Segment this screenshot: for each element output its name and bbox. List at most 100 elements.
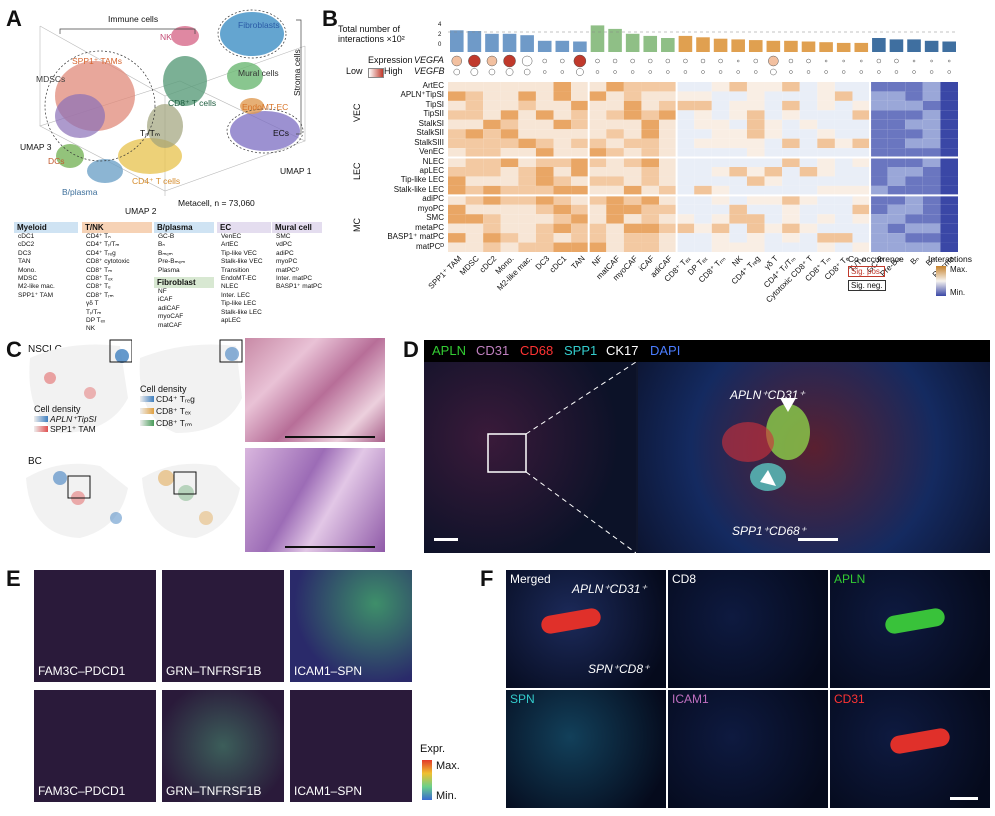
expression-dot (468, 54, 481, 68)
interaction-bar (854, 42, 869, 52)
heatmap-cell (623, 148, 642, 158)
legend-item: Tip-like VEC (221, 249, 257, 257)
heatmap-cell (535, 233, 554, 243)
heatmap-cell (817, 148, 835, 158)
heatmap-cell (518, 138, 536, 149)
heatmap-row-label: TipSI (425, 99, 444, 109)
expr-label: Expr. (420, 743, 446, 755)
expression-dot (806, 58, 811, 64)
heatmap-cell (483, 157, 501, 167)
heatmap-cell (483, 204, 501, 215)
heatmap-cell (782, 195, 800, 205)
heatmap-cell (606, 223, 624, 234)
expression-dot (683, 58, 688, 64)
expression-dot (753, 58, 759, 64)
heatmap-cell (922, 195, 941, 205)
interaction-bar (502, 33, 517, 52)
heatmap-cell (782, 185, 800, 196)
heatmap-cell (641, 233, 660, 243)
heatmap-cell (746, 91, 765, 101)
heatmap-cell (606, 110, 624, 120)
arrowhead-icon (780, 398, 796, 412)
heatmap-cell (922, 148, 941, 158)
legend-item: iCAF (158, 296, 173, 304)
heatmap-cell (834, 233, 853, 243)
heatmap-cell (659, 233, 677, 243)
heatmap-cell (659, 195, 677, 205)
legend-item: CD8⁺ cytotoxic (86, 258, 130, 266)
heatmap-cell (870, 138, 888, 149)
vegfb-label: VEGFB (414, 66, 445, 76)
interaction-bar (907, 39, 921, 52)
bc-label: BC (28, 456, 42, 467)
interaction-bar (643, 35, 658, 52)
channel-dapi: DAPI (650, 343, 681, 358)
heatmap-cell (518, 195, 536, 205)
heatmap-cell (905, 129, 923, 139)
interaction-bar-chart (448, 25, 958, 52)
heatmap-cell (606, 214, 624, 224)
heatmap-cell (518, 185, 536, 196)
heatmap-cell (465, 138, 484, 149)
heatmap-cell (535, 242, 554, 252)
legend-item: CD8⁺ Tₑ (86, 283, 111, 291)
interactions-max: Max. (950, 265, 968, 274)
heatmap-cell (694, 157, 712, 167)
interaction-bar (485, 33, 499, 52)
heatmap-cell (606, 242, 624, 252)
legend-item: cDC2 (18, 241, 35, 249)
heatmap-cell (711, 233, 730, 243)
heatmap-cell (940, 223, 958, 234)
heatmap-cell (729, 82, 747, 92)
expression-dot (576, 68, 584, 76)
umap-plot (39, 9, 306, 196)
heatmap-cell (711, 138, 730, 149)
interactions-label: Interactions (928, 254, 972, 264)
heatmap-cell (782, 82, 800, 92)
expression-dot (824, 59, 828, 63)
heatmap-cell (694, 204, 712, 215)
density-swatch-2 (34, 426, 48, 432)
heatmap-cell (641, 148, 660, 158)
heatmap-row-label: adiPC (422, 194, 444, 204)
label-tr-tm: Tᵣ/Tₘ (140, 128, 161, 138)
expression-dot (770, 68, 777, 76)
expression-dot (841, 70, 846, 74)
heatmap-row-label: NLEC (422, 156, 444, 166)
heatmap-cell (641, 82, 660, 92)
bar-axis-tick-4: 4 (438, 22, 442, 28)
heatmap-cell (852, 176, 871, 186)
heatmap-cell (852, 214, 871, 224)
legend-item: Inter. matPC (276, 275, 313, 283)
label-ecs: ECs (273, 128, 290, 138)
heatmap-cell (676, 242, 695, 252)
heatmap-cell (870, 167, 888, 177)
heatmap-cell (852, 119, 871, 130)
heatmap-cell (905, 204, 923, 215)
bar-axis-title: Total number of interactions ×10² (338, 24, 405, 44)
heatmap-cell (817, 242, 835, 252)
heatmap-row-label: BASP1⁺ matPC (387, 232, 444, 242)
heatmap-col-label: cDC1 (548, 254, 569, 275)
heatmap-cell (694, 129, 712, 139)
heatmap-cell (922, 119, 941, 130)
heatmap-cell (746, 233, 765, 243)
heatmap-cell (553, 129, 572, 139)
heatmap-cell (711, 100, 730, 111)
heatmap-col-label: Bₙ (908, 254, 921, 267)
heatmap-cell (870, 176, 888, 186)
heatmap-cell (940, 129, 958, 139)
expression-dot (930, 59, 933, 63)
legend-item: ArtEC (221, 241, 239, 249)
expression-colorbar (368, 68, 384, 78)
heatmap-cell (729, 233, 747, 243)
heatmap-cell (588, 148, 607, 158)
legend-bplasma-title: B/plasma (154, 222, 214, 233)
heatmap-cell (500, 110, 519, 120)
interaction-bar (924, 40, 939, 52)
heatmap-cell (623, 185, 642, 196)
tile-channel-label: CD8 (672, 572, 697, 586)
cluster-trm (147, 104, 183, 148)
heatmap-cell (448, 242, 466, 252)
sig-pos-label: Sig. pos. (848, 266, 886, 277)
